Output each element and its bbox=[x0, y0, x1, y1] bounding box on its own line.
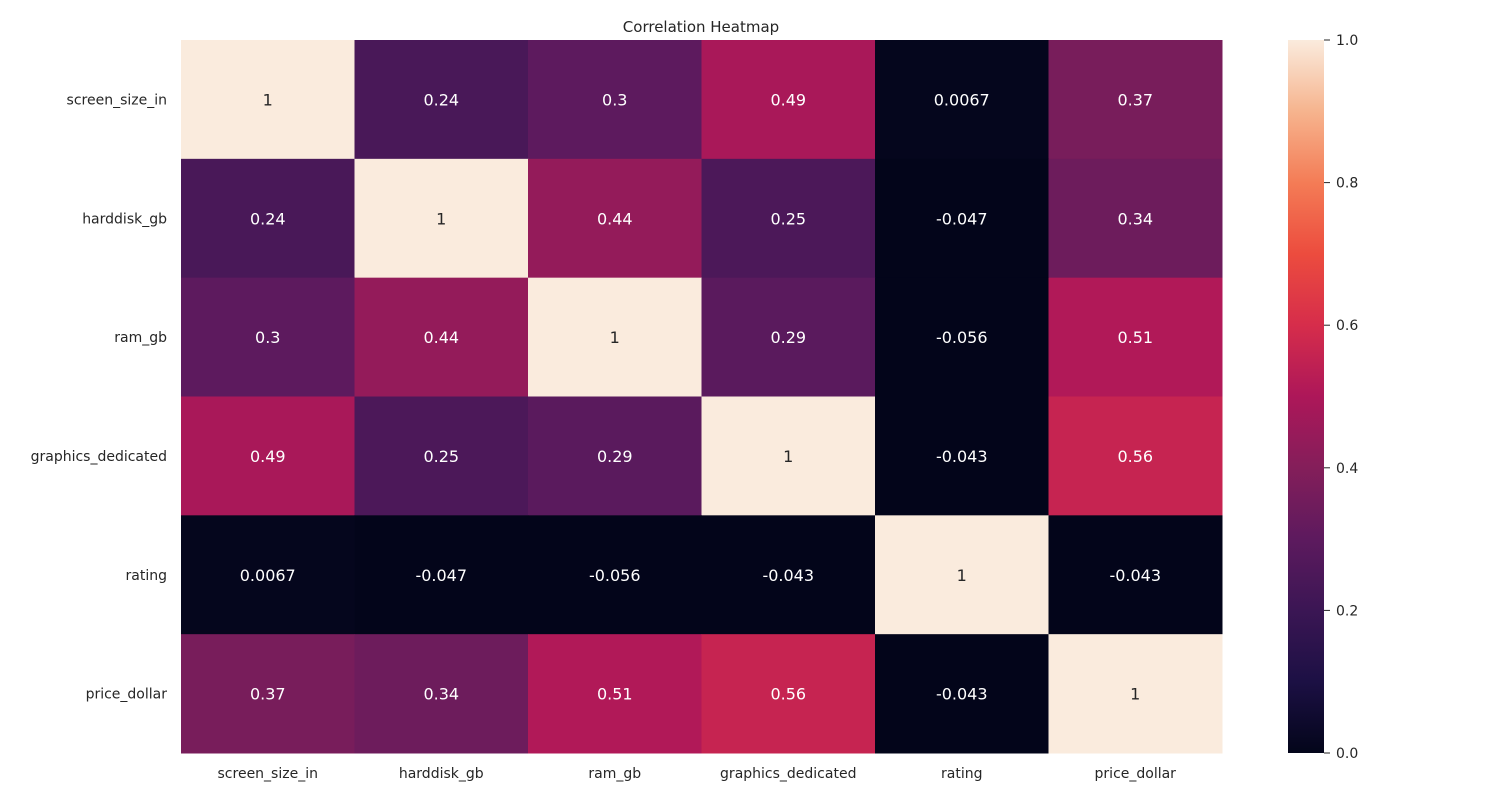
heatmap-cell bbox=[1048, 396, 1223, 516]
heatmap-cell bbox=[528, 634, 702, 754]
colorbar-tick-label: 0.4 bbox=[1336, 461, 1358, 477]
cell-annotation: 1 bbox=[610, 328, 620, 347]
heatmap-cell bbox=[875, 515, 1049, 635]
heatmap-cell bbox=[181, 40, 355, 160]
heatmap-cell bbox=[181, 634, 355, 754]
cell-annotation: -0.043 bbox=[1109, 566, 1161, 585]
heatmap-cell bbox=[875, 40, 1049, 160]
heatmap-cell bbox=[354, 40, 529, 160]
heatmap-cell bbox=[181, 277, 355, 397]
heatmap-cell bbox=[354, 634, 529, 754]
cell-annotation: 0.0067 bbox=[934, 90, 990, 109]
y-tick-label: rating bbox=[126, 568, 167, 584]
cell-annotation: 0.29 bbox=[597, 447, 633, 466]
cell-annotation: 0.49 bbox=[770, 90, 806, 109]
cell-annotation: 0.3 bbox=[602, 90, 627, 109]
heatmap-cell bbox=[181, 158, 355, 279]
cell-annotation: 1 bbox=[436, 209, 446, 228]
colorbar: 0.0 0.2 0.4 0.6 0.8 1.0 bbox=[1288, 33, 1358, 762]
cell-annotation: -0.043 bbox=[936, 685, 988, 704]
heatmap-cell bbox=[528, 277, 702, 397]
x-tick-label: graphics_dedicated bbox=[720, 766, 856, 782]
cell-annotation: 0.49 bbox=[250, 447, 286, 466]
cell-annotation: 0.3 bbox=[255, 328, 280, 347]
heatmap-cell bbox=[1048, 277, 1223, 397]
x-axis-tick-labels: screen_size_in harddisk_gb ram_gb graphics_… bbox=[218, 766, 1177, 782]
cell-annotation: 0.25 bbox=[423, 447, 459, 466]
cell-annotation: 0.44 bbox=[597, 209, 633, 228]
y-tick-label: screen_size_in bbox=[67, 92, 167, 108]
cell-annotation: 1 bbox=[1130, 685, 1140, 704]
heatmap-cell bbox=[875, 158, 1049, 279]
heatmap-cell bbox=[701, 40, 876, 160]
chart-title: Correlation Heatmap bbox=[623, 18, 779, 36]
cell-annotation: 0.56 bbox=[1117, 447, 1153, 466]
heatmap-cell bbox=[1048, 158, 1223, 279]
cell-annotation: 0.37 bbox=[250, 685, 286, 704]
y-tick-label: graphics_dedicated bbox=[31, 449, 167, 465]
cell-annotation: 0.25 bbox=[770, 209, 806, 228]
cell-annotation: 0.34 bbox=[1117, 209, 1153, 228]
y-tick-label: price_dollar bbox=[86, 687, 168, 703]
heatmap-cell bbox=[1048, 40, 1223, 160]
y-tick-label: harddisk_gb bbox=[82, 211, 167, 227]
cell-annotation: 1 bbox=[957, 566, 967, 585]
cell-annotation: 0.29 bbox=[770, 328, 806, 347]
heatmap-cell bbox=[701, 277, 876, 397]
colorbar-tick-label: 0.0 bbox=[1336, 746, 1358, 762]
heatmap-cell bbox=[528, 40, 702, 160]
cell-annotation: -0.043 bbox=[936, 447, 988, 466]
heatmap-cells bbox=[181, 40, 1223, 754]
heatmap-cell bbox=[181, 515, 355, 635]
x-tick-label: rating bbox=[941, 766, 982, 782]
cell-annotation: 0.51 bbox=[597, 685, 633, 704]
cell-annotation: 0.44 bbox=[423, 328, 459, 347]
heatmap-cell bbox=[181, 396, 355, 516]
heatmap-cell bbox=[701, 634, 876, 754]
heatmap-cell bbox=[354, 277, 529, 397]
colorbar-tick-label: 0.2 bbox=[1336, 603, 1358, 619]
cell-annotation: 1 bbox=[783, 447, 793, 466]
y-axis-tick-labels: screen_size_in harddisk_gb ram_gb graphics_… bbox=[31, 92, 168, 702]
heatmap-cell bbox=[354, 515, 529, 635]
cell-annotation: -0.047 bbox=[936, 209, 988, 228]
cell-annotation: 0.56 bbox=[770, 685, 806, 704]
heatmap-cell bbox=[875, 277, 1049, 397]
heatmap-cell bbox=[875, 634, 1049, 754]
cell-annotation: 0.37 bbox=[1117, 90, 1153, 109]
cell-annotation: 0.24 bbox=[250, 209, 286, 228]
heatmap-cell bbox=[701, 396, 876, 516]
cell-annotation: -0.056 bbox=[936, 328, 988, 347]
cell-annotation: 0.0067 bbox=[240, 566, 296, 585]
y-tick-label: ram_gb bbox=[114, 330, 167, 346]
colorbar-tick-label: 0.6 bbox=[1336, 318, 1358, 334]
heatmap-cell bbox=[354, 158, 529, 279]
cell-annotation: 0.51 bbox=[1117, 328, 1153, 347]
heatmap-cell bbox=[528, 515, 702, 635]
heatmap-cell bbox=[528, 396, 702, 516]
heatmap-cell bbox=[701, 158, 876, 279]
cell-annotation: 1 bbox=[263, 90, 273, 109]
cell-annotation: 0.24 bbox=[423, 90, 459, 109]
x-tick-label: screen_size_in bbox=[218, 766, 318, 782]
cell-annotation: 0.34 bbox=[423, 685, 459, 704]
colorbar-tick-label: 0.8 bbox=[1336, 176, 1358, 192]
x-tick-label: ram_gb bbox=[588, 766, 641, 782]
heatmap-cell bbox=[1048, 634, 1223, 754]
heatmap-cell bbox=[354, 396, 529, 516]
cell-annotation: -0.047 bbox=[415, 566, 467, 585]
cell-annotation: -0.043 bbox=[762, 566, 814, 585]
heatmap-cell bbox=[701, 515, 876, 635]
heatmap-annotations: 1 0.24 0.3 0.49 0.0067 0.37 0.24 1 0.44 0.25 -0.04… bbox=[240, 90, 1161, 703]
x-tick-label: harddisk_gb bbox=[399, 766, 484, 782]
heatmap-cell bbox=[1048, 515, 1223, 635]
colorbar-tick-label: 1.0 bbox=[1336, 33, 1358, 49]
cell-annotation: -0.056 bbox=[589, 566, 641, 585]
heatmap-cell bbox=[875, 396, 1049, 516]
colorbar-gradient bbox=[1288, 40, 1324, 753]
x-tick-label: price_dollar bbox=[1095, 766, 1177, 782]
heatmap-cell bbox=[528, 158, 702, 279]
